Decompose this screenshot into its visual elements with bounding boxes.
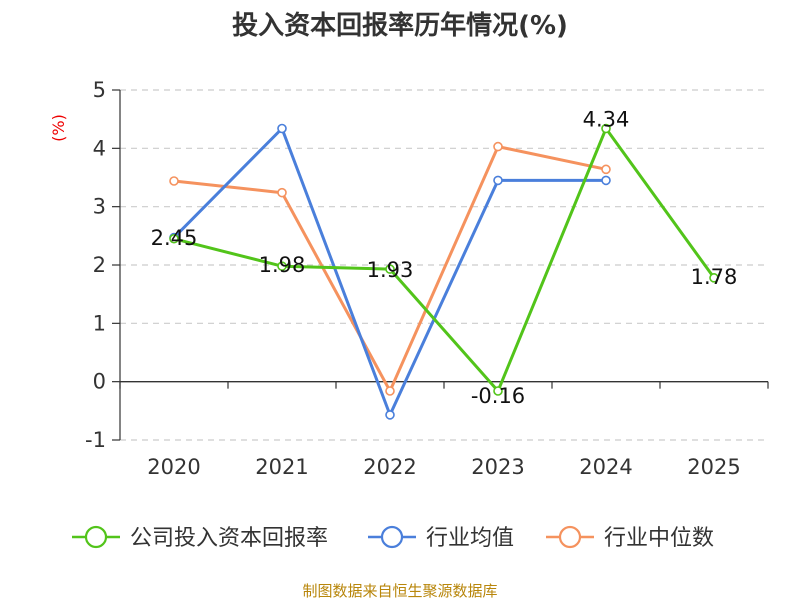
y-axis-unit: (%) — [49, 114, 68, 142]
y-tick-label: 5 — [93, 78, 106, 102]
legend-label: 公司投入资本回报率 — [130, 526, 328, 551]
grid-lines — [120, 89, 768, 441]
axes: 5 4 3 2 1 0 -1 2020 2021 2022 2023 2024 2025 — [85, 78, 769, 479]
legend-item: 公司投入资本回报率 — [72, 525, 328, 551]
legend-swatch-marker — [84, 525, 108, 549]
legend-item: 行业均值 — [368, 525, 514, 551]
data-point — [493, 141, 503, 152]
y-tick-label: 1 — [93, 311, 106, 335]
data-point — [709, 273, 719, 283]
y-tick-label: 2 — [93, 253, 106, 277]
data-label: 1.78 — [691, 265, 738, 289]
x-tick-label: 2025 — [687, 455, 740, 479]
y-tick-label: -1 — [85, 428, 106, 452]
y-tick-label: 3 — [93, 195, 106, 219]
series-line — [172, 127, 716, 393]
x-tick-label: 2021 — [255, 455, 308, 479]
legend: 公司投入资本回报率 行业均值 行业中位数 — [72, 525, 714, 551]
data-point — [169, 176, 179, 186]
data-point — [385, 410, 395, 420]
source-note: 制图数据来自恒生聚源数据库 — [302, 582, 497, 600]
data-point — [601, 164, 611, 175]
series-lines — [169, 123, 719, 420]
data-label: 4.34 — [583, 108, 630, 132]
data-label: -0.16 — [471, 384, 525, 408]
data-point — [385, 386, 395, 396]
data-label: 1.93 — [367, 258, 414, 282]
legend-swatch-marker — [380, 525, 404, 549]
series-group — [169, 123, 719, 396]
data-label: 2.45 — [151, 226, 198, 250]
data-point — [493, 175, 503, 186]
data-labels: 2.45 1.98 1.93 -0.16 4.34 1.78 — [151, 108, 738, 409]
x-tick-label: 2023 — [471, 455, 524, 479]
data-point — [601, 175, 611, 186]
legend-swatch-marker — [558, 525, 582, 549]
x-tick-label: 2020 — [147, 455, 200, 479]
x-tick-label: 2022 — [363, 455, 416, 479]
data-point — [169, 233, 179, 244]
legend-item: 行业中位数 — [546, 525, 714, 551]
data-point — [601, 123, 611, 134]
legend-label: 行业均值 — [426, 526, 514, 551]
data-point — [385, 264, 395, 274]
data-label: 1.98 — [259, 253, 306, 277]
y-tick-label: 4 — [93, 136, 106, 160]
x-tick-label: 2024 — [579, 455, 632, 479]
data-point — [277, 123, 287, 134]
data-point — [277, 187, 287, 198]
y-tick-label: 0 — [93, 370, 106, 394]
data-point — [493, 386, 503, 396]
series-group — [169, 141, 611, 396]
data-point — [277, 261, 287, 271]
chart-title: 投入资本回报率历年情况(%) — [232, 10, 568, 41]
legend-label: 行业中位数 — [604, 526, 714, 551]
